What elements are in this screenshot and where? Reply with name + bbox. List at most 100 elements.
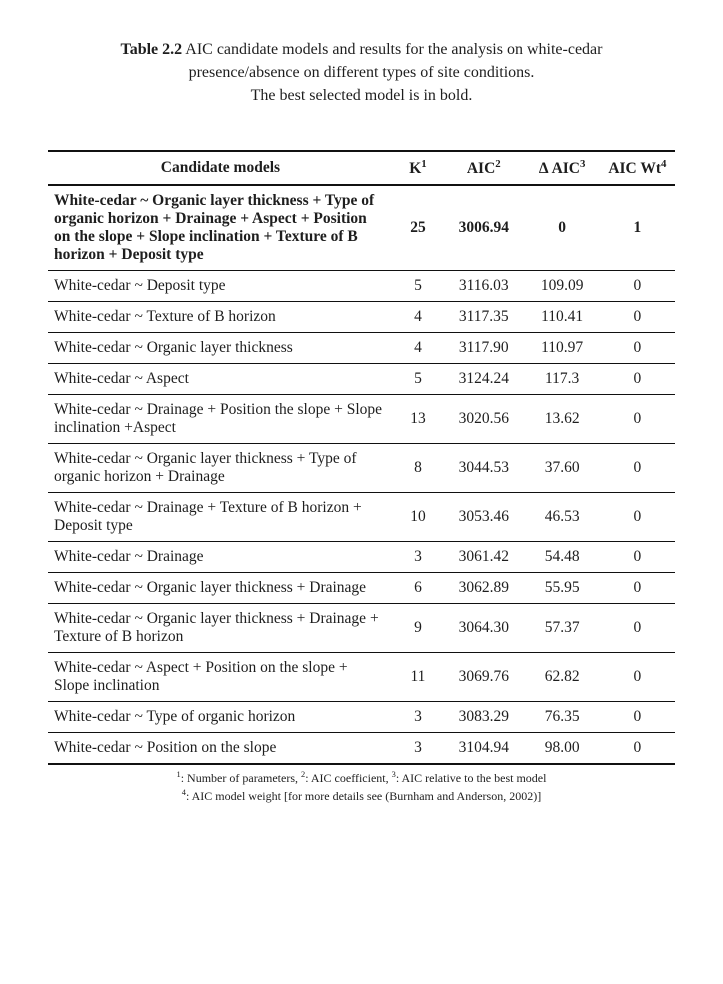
col-header-wt-sup: 4 — [661, 158, 666, 170]
cell-model: White-cedar ~ Organic layer thickness — [48, 332, 393, 363]
cell-wt: 0 — [600, 443, 675, 492]
cell-daic: 46.53 — [525, 492, 600, 541]
cell-k: 8 — [393, 443, 443, 492]
cell-wt: 0 — [600, 572, 675, 603]
cell-aic: 3083.29 — [443, 701, 525, 732]
cell-aic: 3020.56 — [443, 394, 525, 443]
cell-aic: 3124.24 — [443, 363, 525, 394]
table-row: White-cedar ~ Organic layer thickness + … — [48, 185, 675, 271]
cell-wt: 0 — [600, 732, 675, 764]
cell-daic: 62.82 — [525, 652, 600, 701]
table-row: White-cedar ~ Texture of B horizon43117.… — [48, 301, 675, 332]
cell-model: White-cedar ~ Aspect + Position on the s… — [48, 652, 393, 701]
cell-wt: 0 — [600, 701, 675, 732]
col-header-model: Candidate models — [48, 151, 393, 185]
cell-aic: 3061.42 — [443, 541, 525, 572]
cell-aic: 3117.35 — [443, 301, 525, 332]
caption-line2: presence/absence on different types of s… — [189, 64, 535, 81]
cell-k: 3 — [393, 701, 443, 732]
table-row: White-cedar ~ Aspect53124.24117.30 — [48, 363, 675, 394]
cell-aic: 3044.53 — [443, 443, 525, 492]
cell-aic: 3117.90 — [443, 332, 525, 363]
footnote-line1: 1: Number of parameters, 2: AIC coeffici… — [48, 769, 675, 787]
col-header-daic-text: Δ AIC — [539, 160, 580, 177]
caption-lead: Table 2.2 — [121, 41, 183, 58]
cell-k: 5 — [393, 363, 443, 394]
cell-model: White-cedar ~ Drainage + Texture of B ho… — [48, 492, 393, 541]
cell-wt: 0 — [600, 492, 675, 541]
footnote-t2: : AIC coefficient, — [305, 771, 391, 785]
cell-k: 3 — [393, 732, 443, 764]
cell-k: 9 — [393, 603, 443, 652]
cell-model: White-cedar ~ Deposit type — [48, 270, 393, 301]
cell-k: 10 — [393, 492, 443, 541]
cell-wt: 0 — [600, 541, 675, 572]
cell-daic: 57.37 — [525, 603, 600, 652]
table-row: White-cedar ~ Organic layer thickness + … — [48, 603, 675, 652]
cell-model: White-cedar ~ Position on the slope — [48, 732, 393, 764]
cell-daic: 117.3 — [525, 363, 600, 394]
cell-model: White-cedar ~ Organic layer thickness + … — [48, 603, 393, 652]
table-row: White-cedar ~ Organic layer thickness + … — [48, 572, 675, 603]
cell-daic: 13.62 — [525, 394, 600, 443]
page: Table 2.2 AIC candidate models and resul… — [0, 0, 723, 805]
cell-aic: 3062.89 — [443, 572, 525, 603]
table-row: White-cedar ~ Drainage33061.4254.480 — [48, 541, 675, 572]
cell-aic: 3104.94 — [443, 732, 525, 764]
col-header-daic: Δ AIC3 — [525, 151, 600, 185]
col-header-aic-sup: 2 — [495, 158, 500, 170]
cell-wt: 0 — [600, 301, 675, 332]
cell-wt: 0 — [600, 394, 675, 443]
table-row: White-cedar ~ Organic layer thickness431… — [48, 332, 675, 363]
cell-model: White-cedar ~ Drainage + Position the sl… — [48, 394, 393, 443]
cell-model: White-cedar ~ Texture of B horizon — [48, 301, 393, 332]
cell-wt: 0 — [600, 363, 675, 394]
table-body: White-cedar ~ Organic layer thickness + … — [48, 185, 675, 764]
cell-daic: 110.41 — [525, 301, 600, 332]
cell-aic: 3064.30 — [443, 603, 525, 652]
footnotes: 1: Number of parameters, 2: AIC coeffici… — [48, 769, 675, 805]
cell-k: 11 — [393, 652, 443, 701]
col-header-k: K1 — [393, 151, 443, 185]
cell-wt: 0 — [600, 270, 675, 301]
cell-daic: 76.35 — [525, 701, 600, 732]
cell-k: 4 — [393, 301, 443, 332]
caption-line1: AIC candidate models and results for the… — [182, 41, 602, 58]
cell-daic: 54.48 — [525, 541, 600, 572]
cell-aic: 3006.94 — [443, 185, 525, 271]
table-row: White-cedar ~ Aspect + Position on the s… — [48, 652, 675, 701]
cell-aic: 3116.03 — [443, 270, 525, 301]
cell-model: White-cedar ~ Drainage — [48, 541, 393, 572]
table-row: White-cedar ~ Drainage + Position the sl… — [48, 394, 675, 443]
aic-table: Candidate models K1 AIC2 Δ AIC3 AIC Wt4 … — [48, 150, 675, 765]
cell-wt: 0 — [600, 332, 675, 363]
cell-model: White-cedar ~ Organic layer thickness + … — [48, 572, 393, 603]
cell-daic: 0 — [525, 185, 600, 271]
table-row: White-cedar ~ Deposit type53116.03109.09… — [48, 270, 675, 301]
cell-wt: 0 — [600, 652, 675, 701]
cell-k: 13 — [393, 394, 443, 443]
col-header-daic-sup: 3 — [580, 158, 585, 170]
cell-aic: 3069.76 — [443, 652, 525, 701]
cell-daic: 110.97 — [525, 332, 600, 363]
table-row: White-cedar ~ Type of organic horizon330… — [48, 701, 675, 732]
cell-wt: 1 — [600, 185, 675, 271]
footnote-line2: 4: AIC model weight [for more details se… — [48, 787, 675, 805]
col-header-aic: AIC2 — [443, 151, 525, 185]
cell-daic: 37.60 — [525, 443, 600, 492]
table-row: White-cedar ~ Position on the slope33104… — [48, 732, 675, 764]
cell-k: 25 — [393, 185, 443, 271]
cell-k: 5 — [393, 270, 443, 301]
cell-k: 3 — [393, 541, 443, 572]
cell-model: White-cedar ~ Organic layer thickness + … — [48, 443, 393, 492]
cell-daic: 55.95 — [525, 572, 600, 603]
col-header-wt: AIC Wt4 — [600, 151, 675, 185]
footnote-t1: : Number of parameters, — [181, 771, 301, 785]
cell-aic: 3053.46 — [443, 492, 525, 541]
footnote-t3: : AIC relative to the best model — [396, 771, 547, 785]
col-header-wt-text: AIC Wt — [608, 160, 661, 177]
cell-model: White-cedar ~ Organic layer thickness + … — [48, 185, 393, 271]
col-header-aic-text: AIC — [467, 160, 495, 177]
cell-model: White-cedar ~ Type of organic horizon — [48, 701, 393, 732]
cell-k: 4 — [393, 332, 443, 363]
